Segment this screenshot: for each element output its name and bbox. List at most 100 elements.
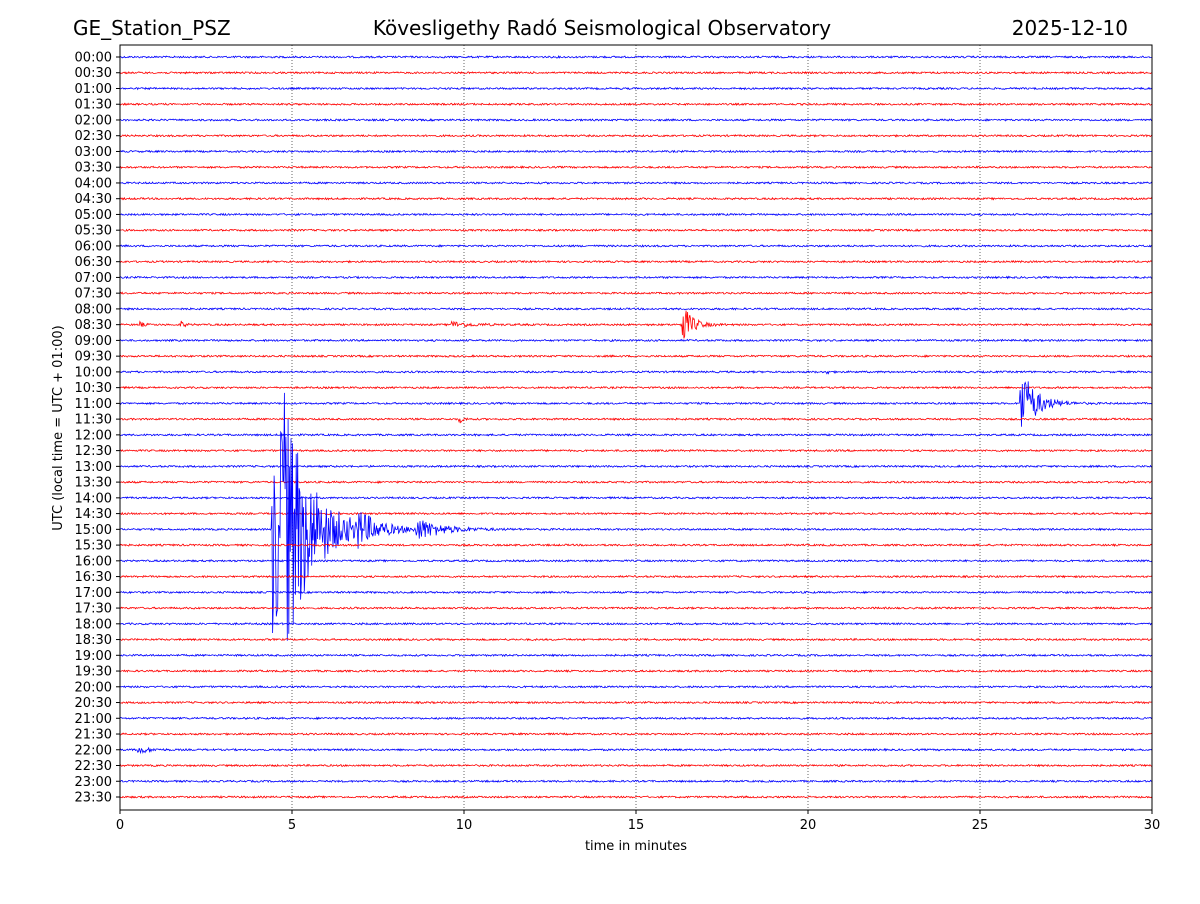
trace-2100: [119, 716, 1153, 721]
trace-0830: [119, 310, 1153, 339]
trace-1930: [119, 669, 1153, 673]
trace-0600: [119, 244, 1153, 248]
y-tick-label: 18:30: [75, 633, 112, 648]
y-tick-label: 17:30: [75, 602, 112, 617]
trace-1700: [119, 590, 1153, 595]
trace-1530: [119, 543, 1153, 548]
y-tick-label: 19:00: [75, 649, 112, 664]
y-tick-label: 03:30: [75, 161, 112, 176]
y-tick-label: 10:00: [75, 365, 112, 380]
trace-2130: [119, 732, 1153, 736]
y-tick-label: 08:30: [75, 318, 112, 333]
trace-1200: [119, 433, 1153, 437]
trace-0800: [119, 307, 1153, 311]
observatory-title: Kövesligethy Radó Seismological Observat…: [373, 16, 831, 40]
y-tick-label: 21:30: [75, 728, 112, 743]
x-tick-label: 30: [1144, 818, 1161, 833]
trace-0400: [119, 181, 1153, 185]
trace-0900: [119, 338, 1153, 343]
y-tick-label: 14:30: [75, 507, 112, 522]
y-tick-label: 07:00: [75, 271, 112, 286]
y-tick-label: 08:00: [75, 302, 112, 317]
y-tick-label: 16:30: [75, 570, 112, 585]
y-tick-label: 02:00: [75, 113, 112, 128]
trace-1500: [119, 392, 1153, 641]
x-tick-label: 5: [288, 818, 296, 833]
y-tick-label: 09:30: [75, 350, 112, 365]
trace-1000: [119, 369, 1153, 375]
x-tick-label: 25: [972, 818, 989, 833]
trace-0100: [119, 86, 1153, 91]
trace-0730: [119, 291, 1153, 296]
y-tick-label: 00:00: [75, 51, 112, 66]
trace-0530: [119, 228, 1153, 233]
y-tick-label: 14:00: [75, 491, 112, 506]
trace-group: [119, 55, 1153, 799]
y-tick-label: 02:30: [75, 129, 112, 144]
y-tick-label: 15:30: [75, 539, 112, 554]
y-tick-label: 11:30: [75, 413, 112, 428]
x-tick-label: 0: [116, 818, 124, 833]
trace-0000: [119, 55, 1152, 59]
y-tick-label: 04:30: [75, 192, 112, 207]
trace-1600: [119, 559, 1153, 563]
x-tick-label: 10: [456, 818, 473, 833]
y-tick-label: 09:00: [75, 334, 112, 349]
x-tick-label: 20: [800, 818, 817, 833]
y-tick-label: 13:00: [75, 460, 112, 475]
y-tick-label: 12:30: [75, 444, 112, 459]
trace-2030: [119, 700, 1153, 705]
date-title: 2025-12-10: [1012, 16, 1128, 40]
y-tick-label: 16:00: [75, 554, 112, 569]
trace-2330: [119, 795, 1153, 799]
y-tick-label: 17:00: [75, 586, 112, 601]
trace-2300: [119, 779, 1153, 784]
trace-0200: [119, 118, 1153, 122]
trace-0330: [119, 165, 1153, 170]
y-tick-label: 00:30: [75, 66, 112, 81]
y-tick-label: 23:00: [75, 775, 112, 790]
trace-1030: [119, 385, 1153, 390]
y-tick-label: 06:00: [75, 239, 112, 254]
y-tick-label: 19:30: [75, 665, 112, 680]
y-tick-label: 22:00: [75, 743, 112, 758]
trace-0700: [119, 275, 1153, 280]
y-tick-label: 05:30: [75, 224, 112, 239]
trace-1730: [119, 606, 1153, 610]
trace-0930: [119, 354, 1153, 359]
station-title: GE_Station_PSZ: [73, 16, 231, 40]
y-tick-label: 07:30: [75, 287, 112, 302]
y-axis-label: UTC (local time = UTC + 01:00): [51, 325, 66, 530]
x-tick-label: 15: [628, 818, 645, 833]
y-axis: 00:0000:3001:0001:3002:0002:3003:0003:30…: [75, 51, 120, 806]
trace-2230: [119, 763, 1153, 768]
y-tick-label: 05:00: [75, 208, 112, 223]
y-tick-label: 22:30: [75, 759, 112, 774]
y-tick-label: 20:00: [75, 680, 112, 695]
y-tick-label: 04:00: [75, 176, 112, 191]
trace-1330: [119, 480, 1153, 484]
trace-1130: [119, 417, 1153, 424]
y-tick-label: 12:00: [75, 428, 112, 443]
trace-1900: [119, 653, 1153, 658]
trace-1100: [119, 381, 1153, 427]
trace-0500: [119, 212, 1153, 217]
x-axis: 0 5 10 15 20 25 30: [116, 810, 1160, 833]
x-axis-label: time in minutes: [585, 839, 687, 854]
y-tick-label: 01:30: [75, 98, 112, 113]
y-tick-label: 10:30: [75, 381, 112, 396]
y-tick-label: 11:00: [75, 397, 112, 412]
y-tick-label: 18:00: [75, 617, 112, 632]
trace-1800: [119, 621, 1153, 626]
trace-1300: [119, 464, 1153, 469]
y-tick-label: 13:30: [75, 476, 112, 491]
trace-0430: [119, 196, 1153, 201]
y-tick-label: 03:00: [75, 145, 112, 160]
trace-1830: [119, 637, 1153, 642]
y-tick-label: 15:00: [75, 523, 112, 538]
trace-0030: [119, 70, 1153, 75]
y-tick-label: 01:00: [75, 82, 112, 97]
trace-2200: [119, 746, 1153, 755]
